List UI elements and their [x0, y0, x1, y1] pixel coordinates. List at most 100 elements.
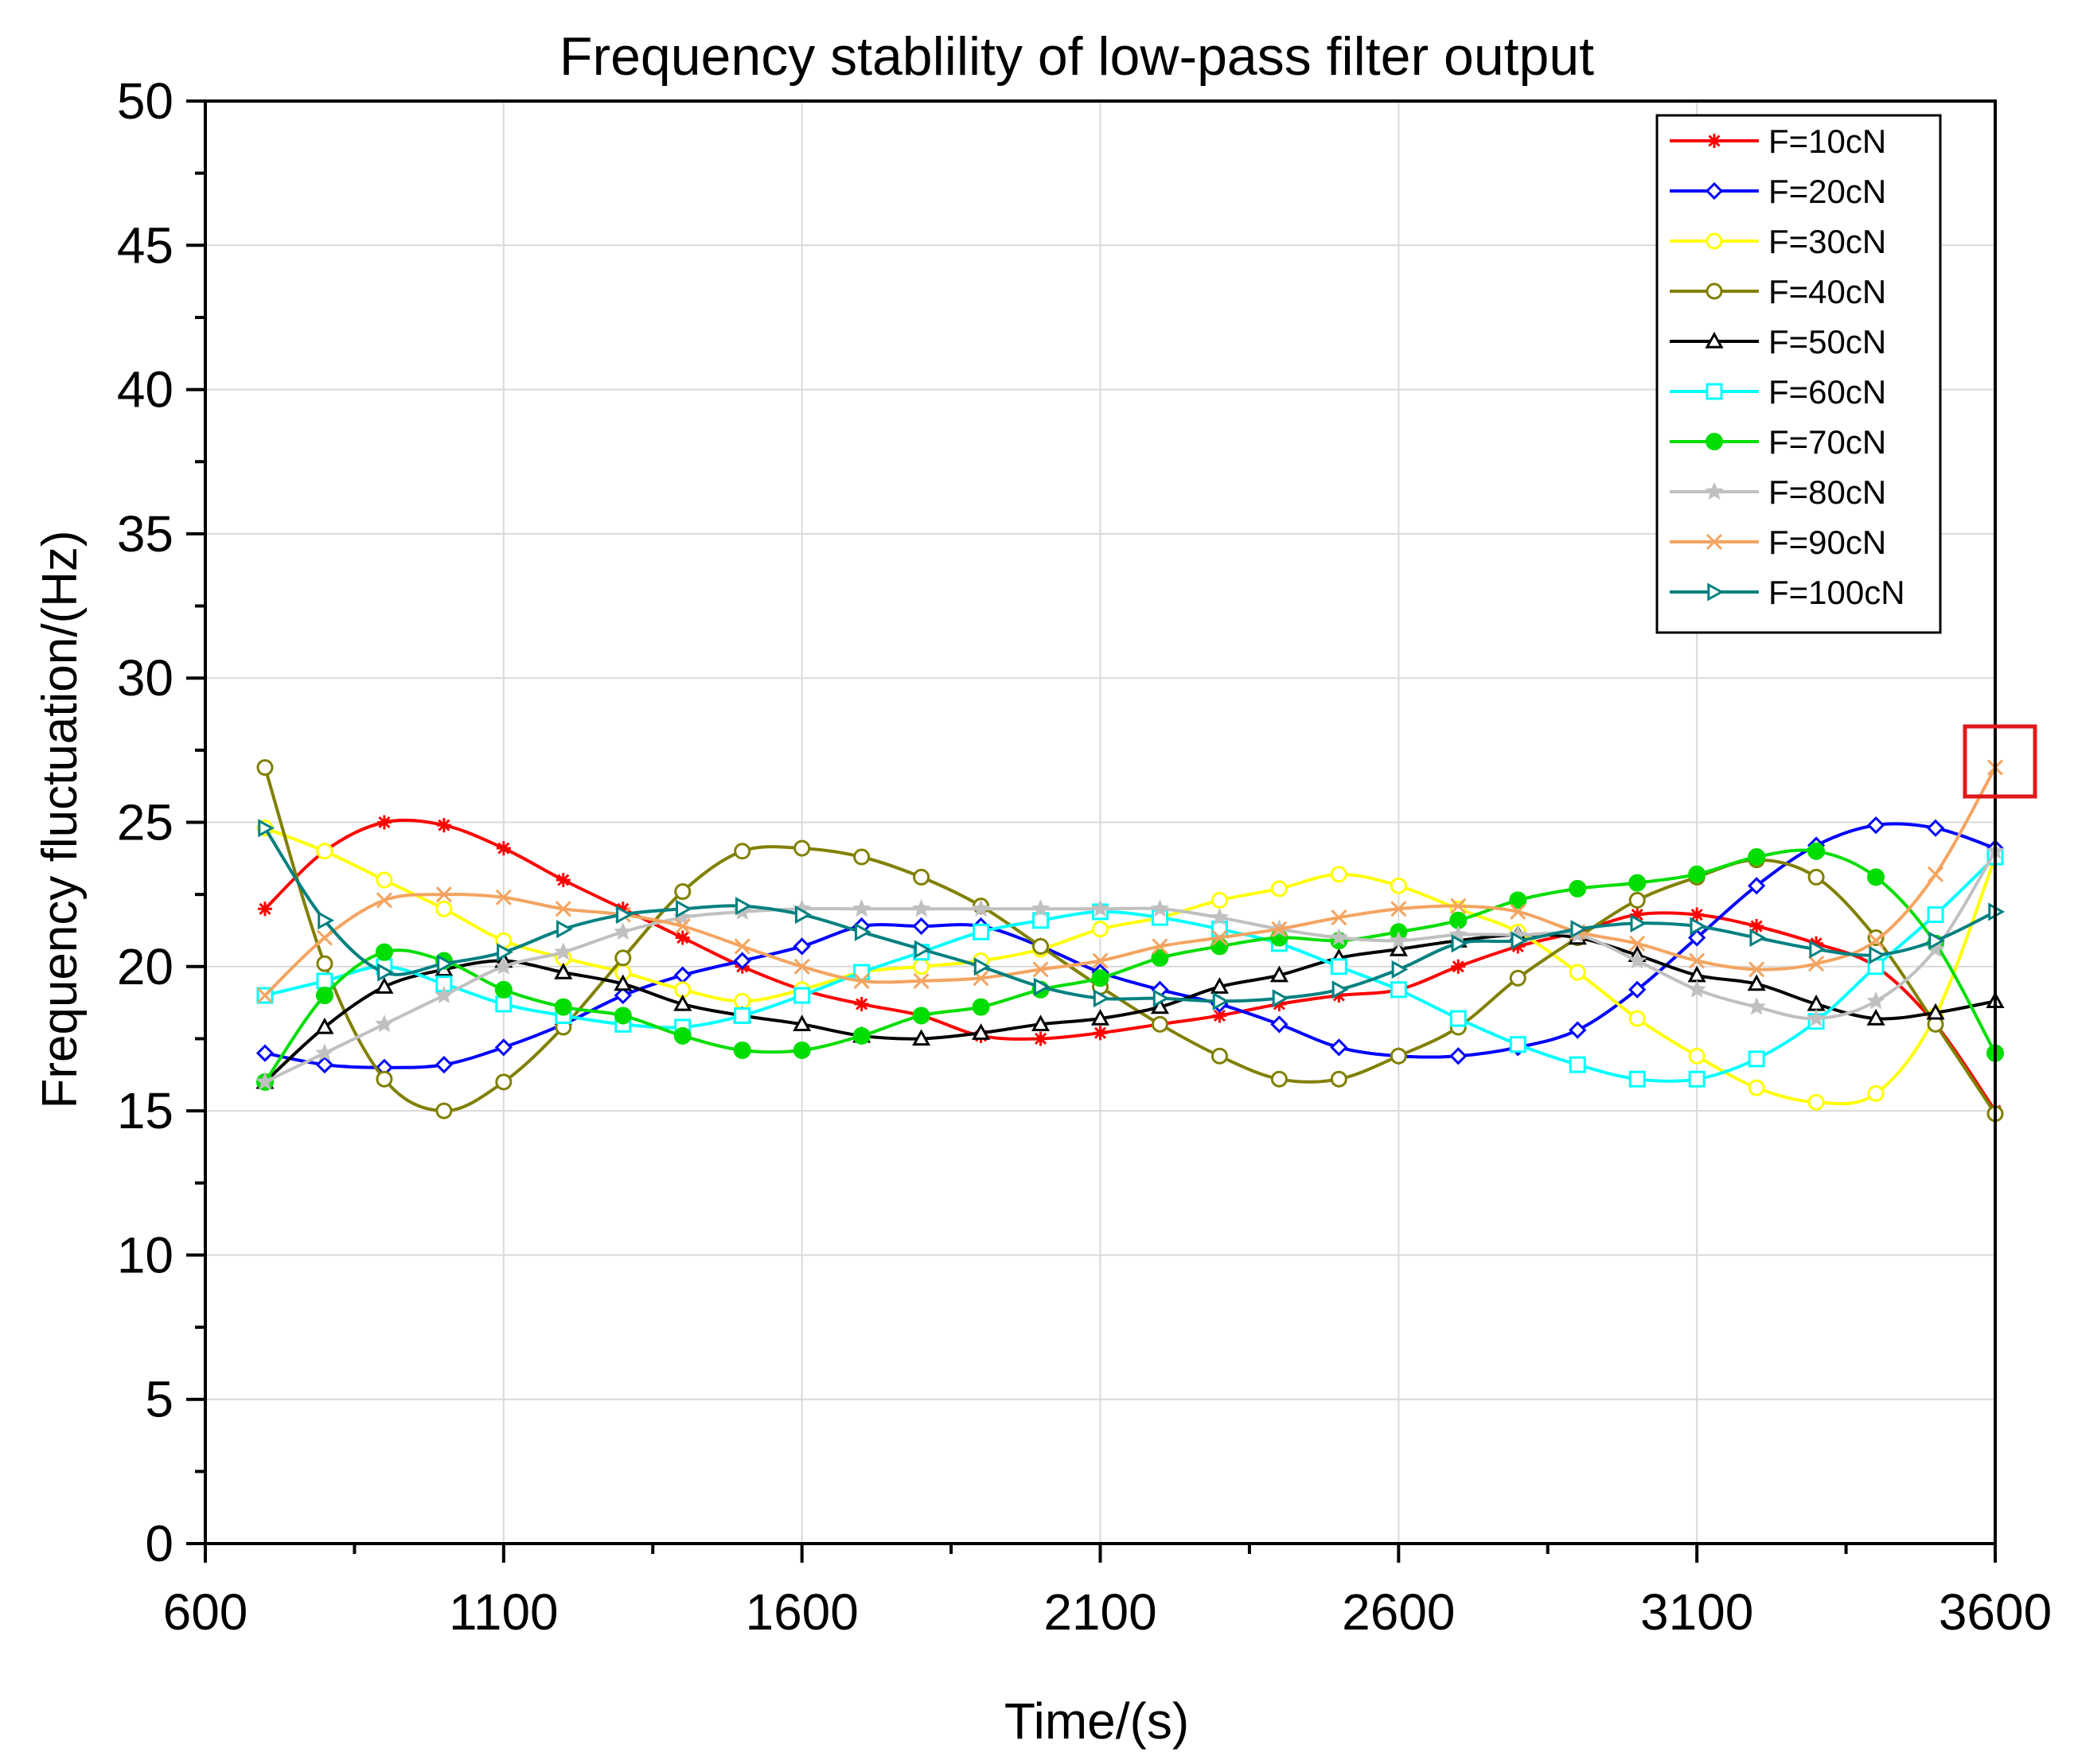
- data-point: [1449, 1010, 1467, 1027]
- legend-marker: [1705, 481, 1724, 500]
- data-point: [316, 955, 333, 972]
- data-point: [1449, 1047, 1468, 1065]
- data-point: [1212, 991, 1230, 1011]
- data-point: [496, 841, 511, 856]
- data-point: [1509, 1036, 1526, 1053]
- data-point: [1511, 931, 1528, 950]
- data-point: [376, 892, 392, 909]
- data-point: [376, 871, 393, 889]
- data-point: [1749, 928, 1767, 948]
- data-point: [1331, 909, 1347, 926]
- data-point: [1926, 1003, 1945, 1020]
- data-point: [614, 949, 632, 967]
- y-tick-label: 25: [117, 794, 173, 851]
- data-point: [256, 987, 274, 1004]
- legend-label: F=80cN: [1768, 473, 1886, 511]
- legend: F=10cN F=20cN F=30cN F=40cN F=50cN F=60cN F=70…: [1655, 114, 1942, 634]
- data-point: [793, 1014, 812, 1032]
- data-point: [1390, 877, 1407, 894]
- data-point: [1748, 1079, 1765, 1096]
- data-point: [793, 937, 811, 956]
- data-point: [972, 1023, 991, 1040]
- data-point: [375, 977, 394, 994]
- y-tick-label: 5: [145, 1371, 173, 1428]
- x-tick-label: 3600: [1939, 1583, 2052, 1641]
- data-point: [853, 972, 870, 989]
- data-point: [1092, 921, 1109, 938]
- data-point: [1748, 1050, 1765, 1068]
- data-point: [1866, 1008, 1885, 1026]
- y-tick-label: 50: [117, 72, 173, 130]
- data-point: [1510, 903, 1526, 920]
- data-point: [497, 943, 513, 962]
- data-point: [1151, 1015, 1168, 1033]
- data-point: [914, 940, 931, 959]
- data-point: [733, 952, 751, 970]
- data-point: [1031, 898, 1051, 917]
- data-point: [913, 868, 930, 886]
- data-point: [735, 897, 752, 916]
- data-point: [674, 917, 691, 935]
- data-point: [615, 901, 630, 917]
- data-point: [1390, 1047, 1407, 1065]
- legend-label: F=70cN: [1768, 423, 1886, 461]
- x-axis-label: Time/(s): [1004, 1692, 1189, 1750]
- series-line: [264, 850, 1997, 1084]
- data-point: [554, 942, 573, 960]
- x-tick-label: 2100: [1043, 1583, 1156, 1641]
- data-point: [1511, 939, 1526, 954]
- data-point: [435, 985, 454, 1004]
- data-point: [1509, 891, 1527, 909]
- legend-label: F=50cN: [1768, 323, 1886, 360]
- data-point: [912, 1029, 931, 1046]
- data-point: [1630, 913, 1647, 933]
- legend-label: F=30cN: [1768, 223, 1886, 260]
- data-point: [1749, 919, 1764, 934]
- data-point: [1807, 1093, 1825, 1111]
- data-point: [1151, 948, 1169, 967]
- series-F=40cN: [256, 759, 2004, 1123]
- data-point: [1091, 969, 1109, 987]
- data-point: [555, 901, 571, 917]
- data-point: [1093, 1026, 1108, 1041]
- data-point: [854, 922, 871, 941]
- data-point: [1270, 880, 1288, 898]
- data-point: [1031, 1014, 1051, 1032]
- data-point: [1628, 980, 1647, 999]
- data-point: [435, 900, 453, 917]
- data-point: [315, 1017, 334, 1034]
- data-point: [1748, 848, 1766, 866]
- data-point: [1390, 901, 1407, 917]
- data-point: [1391, 960, 1409, 979]
- series-layer: [255, 759, 2006, 1123]
- data-point: [376, 1070, 393, 1088]
- data-point: [1688, 865, 1706, 883]
- data-point: [495, 995, 513, 1013]
- data-point: [1747, 997, 1766, 1015]
- data-point: [1272, 996, 1287, 1011]
- data-point: [1688, 1047, 1706, 1065]
- legend-marker: [1705, 331, 1724, 349]
- data-point: [1330, 958, 1347, 975]
- legend-box: [1655, 114, 1942, 634]
- data-point: [435, 1102, 453, 1120]
- data-point: [554, 962, 573, 979]
- data-point: [1687, 979, 1706, 998]
- series-F=30cN: [256, 820, 2004, 1111]
- legend-item: F=60cN: [1670, 373, 1886, 411]
- data-point: [1928, 931, 1946, 950]
- data-point: [1210, 977, 1229, 994]
- data-point: [852, 1026, 871, 1045]
- data-point: [614, 974, 633, 991]
- data-point: [674, 883, 692, 901]
- legend-marker: [1707, 582, 1725, 602]
- data-point: [1270, 1015, 1288, 1034]
- data-point: [1629, 935, 1646, 952]
- data-point: [1690, 917, 1707, 936]
- data-point: [255, 1072, 275, 1090]
- data-point: [853, 848, 871, 866]
- data-point: [1689, 952, 1706, 969]
- data-point: [1867, 1084, 1885, 1102]
- data-point: [1093, 989, 1110, 1008]
